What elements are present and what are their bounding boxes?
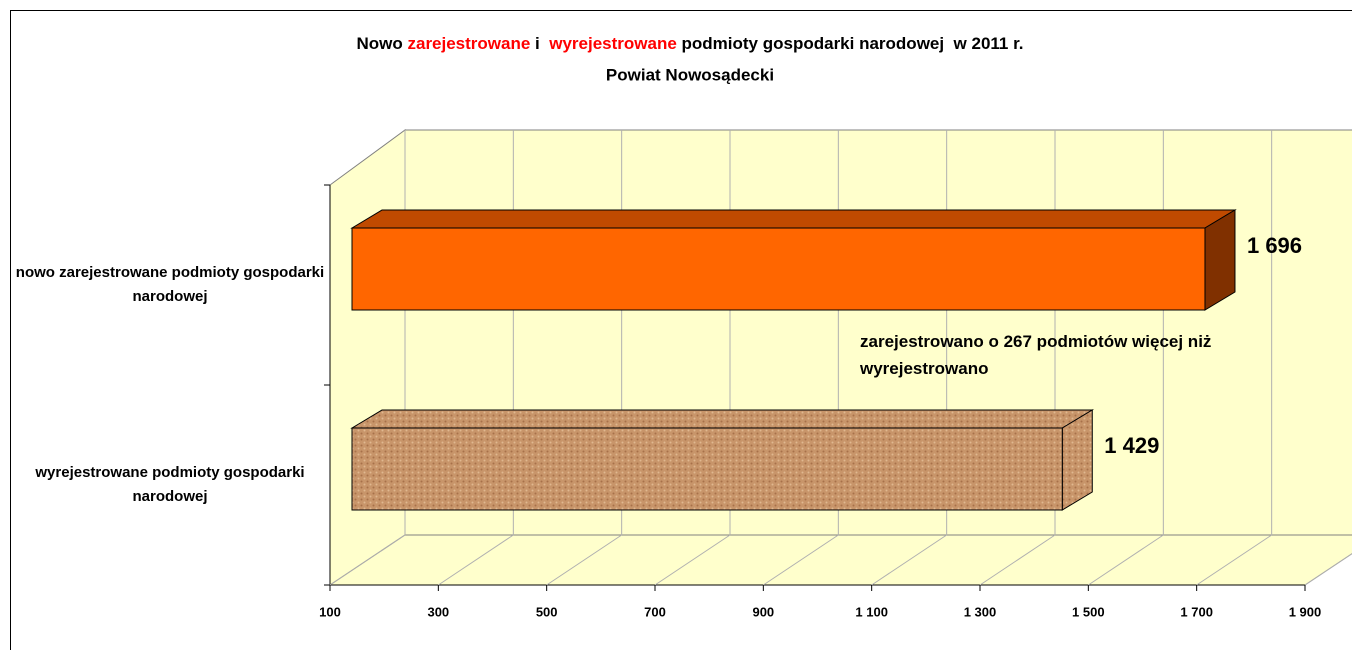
x-tick-label: 500 [536, 604, 558, 619]
grid-line [1196, 534, 1272, 586]
bar-side [1061, 409, 1093, 511]
grid-line [1304, 553, 1352, 586]
x-tick-label: 1 700 [1180, 604, 1213, 619]
category-label: nowo zarejestrowane podmioty gospodarki … [15, 264, 325, 305]
bar [351, 227, 1206, 311]
grid-line [546, 534, 622, 586]
annotation: zarejestrowano o 267 podmiotów więcej ni… [860, 332, 1212, 378]
bar-top [350, 409, 1095, 429]
title-part: Nowo [356, 34, 407, 53]
value-label: 1 429 [1104, 433, 1159, 458]
x-tick-label: 700 [644, 604, 666, 619]
side-wall [329, 129, 406, 586]
x-tick-label: 1 300 [964, 604, 997, 619]
value-label: 1 696 [1247, 233, 1302, 258]
bar-top [350, 209, 1237, 229]
chart-title: Nowo zarejestrowane i wyrejestrowane pod… [356, 34, 1023, 53]
grid-line [654, 534, 731, 586]
bar-side [1204, 209, 1236, 311]
x-tick-label: 1 500 [1072, 604, 1105, 619]
bar [351, 427, 1063, 511]
grid-line [871, 534, 947, 586]
grid-line [763, 534, 839, 586]
grid-line [329, 534, 406, 586]
x-tick-label: 300 [427, 604, 449, 619]
x-tick-label: 1 100 [855, 604, 888, 619]
title-part: zarejestrowane [407, 34, 530, 53]
grid-line [979, 534, 1056, 586]
grid-line [1088, 534, 1164, 586]
floor [328, 534, 1352, 586]
x-tick-label: 900 [752, 604, 774, 619]
title-part: i [530, 34, 549, 53]
title-part: podmioty gospodarki narodowej w 2011 r. [677, 34, 1024, 53]
title-part: wyrejestrowane [548, 34, 677, 53]
grid-line [438, 534, 514, 586]
category-label: wyrejestrowane podmioty gospodarki narod… [35, 464, 305, 505]
x-tick-label: 100 [319, 604, 341, 619]
x-tick-label: 1 900 [1289, 604, 1322, 619]
chart-subtitle: Powiat Nowosądecki [606, 65, 774, 84]
